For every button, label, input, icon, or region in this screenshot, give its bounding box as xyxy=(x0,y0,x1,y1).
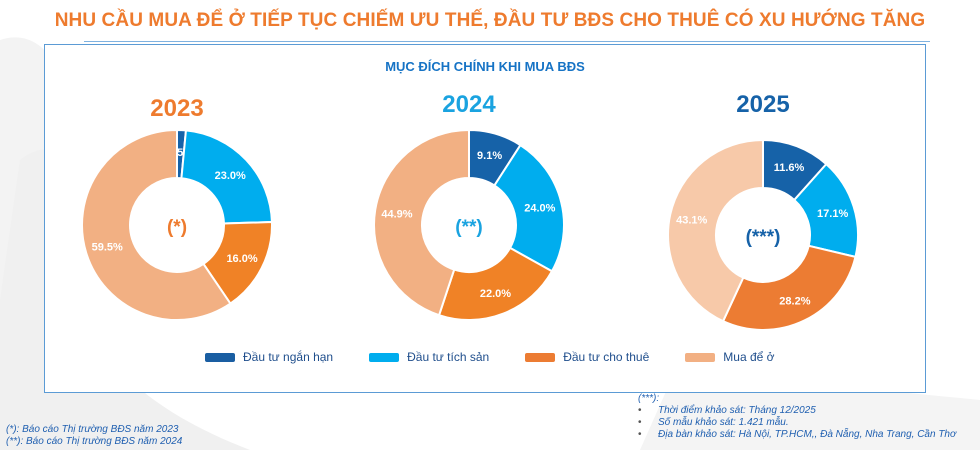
donut-center-label: (**) xyxy=(455,217,482,238)
donut-chart-2023: 1.5%23.0%16.0%59.5%(*) xyxy=(81,128,273,321)
donut-slice xyxy=(721,244,857,331)
source-note-2023: (*): Báo cáo Thị trường BĐS năm 2023 xyxy=(6,424,179,435)
survey-note-area: Địa bàn khảo sát: Hà Nội, TP.HCM,, Đà Nẵ… xyxy=(638,429,956,441)
donut-slice xyxy=(437,246,554,321)
slice-label: 23.0% xyxy=(215,170,246,182)
donut-slice xyxy=(81,128,232,321)
legend-swatch xyxy=(525,352,556,362)
slice-label: 24.0% xyxy=(524,202,555,214)
slice-label: 11.6% xyxy=(774,162,805,174)
donut-slice xyxy=(180,129,273,225)
slice-label: 17.1% xyxy=(817,208,848,220)
donut-chart-2024: 9.1% 24.0% 22.0% 44.9% (**) xyxy=(373,128,565,321)
chart-panel: MỤC ĐÍCH CHÍNH KHI MUA BĐS 2023 2024 202… xyxy=(44,44,926,393)
legend-label: Đầu tư ngắn hạn xyxy=(243,350,334,364)
legend-swatch xyxy=(205,352,235,362)
survey-notes-head: (***): xyxy=(638,393,660,404)
year-2025-label: 2025 xyxy=(736,91,790,118)
legend-item-tich-san: Đầu tư tích sản xyxy=(369,350,489,364)
slice-label: 16.0% xyxy=(226,253,257,265)
donut-center-label: (***) xyxy=(746,227,781,248)
legend-swatch xyxy=(369,352,400,362)
donut-center-label: (*) xyxy=(167,217,187,238)
slice-label: 43.1% xyxy=(676,214,707,226)
slice-label: 22.0% xyxy=(480,288,511,300)
legend-label: Đầu tư cho thuê xyxy=(563,350,650,364)
survey-notes: (***): Thời điểm khảo sát: Tháng 12/2025… xyxy=(638,393,956,441)
legend-swatch xyxy=(685,352,716,362)
slice-label: 28.2% xyxy=(779,296,810,308)
legend-item-cho-thue: Đầu tư cho thuê xyxy=(525,350,649,364)
legend-label: Mua để ở xyxy=(723,350,775,364)
year-2024-label: 2024 xyxy=(442,91,496,118)
donut-slice xyxy=(493,143,565,273)
donut-slice xyxy=(667,138,764,323)
slice-label: 44.9% xyxy=(381,208,412,220)
donut-chart-2025: 11.6% 17.1% 28.2% 43.1% (***) xyxy=(667,138,859,331)
legend-item-ngan-han: Đầu tư ngắn hạn xyxy=(205,350,333,364)
source-notes: (*): Báo cáo Thị trường BĐS năm 2023 (**… xyxy=(6,424,182,448)
chart-legend: Đầu tư ngắn hạn Đầu tư tích sản Đầu tư c… xyxy=(205,350,811,364)
donut-slice xyxy=(373,128,470,317)
chart-subtitle: MỤC ĐÍCH CHÍNH KHI MUA BĐS xyxy=(385,59,585,74)
slice-label: 9.1% xyxy=(477,150,502,162)
survey-note-sample: Số mẫu khảo sát: 1.421 mẫu. xyxy=(638,417,956,429)
source-note-2024: (**): Báo cáo Thị trường BĐS năm 2024 xyxy=(6,436,183,447)
title-divider xyxy=(84,41,930,42)
year-2023-label: 2023 xyxy=(150,95,204,122)
page-title: NHU CẦU MUA ĐỂ Ở TIẾP TỤC CHIẾM ƯU THẾ, … xyxy=(54,10,926,31)
legend-label: Đầu tư tích sản xyxy=(407,350,490,364)
survey-note-time: Thời điểm khảo sát: Tháng 12/2025 xyxy=(638,405,956,417)
legend-item-mua-de-o: Mua để ở xyxy=(685,350,775,364)
slice-label: 59.5% xyxy=(92,241,123,253)
